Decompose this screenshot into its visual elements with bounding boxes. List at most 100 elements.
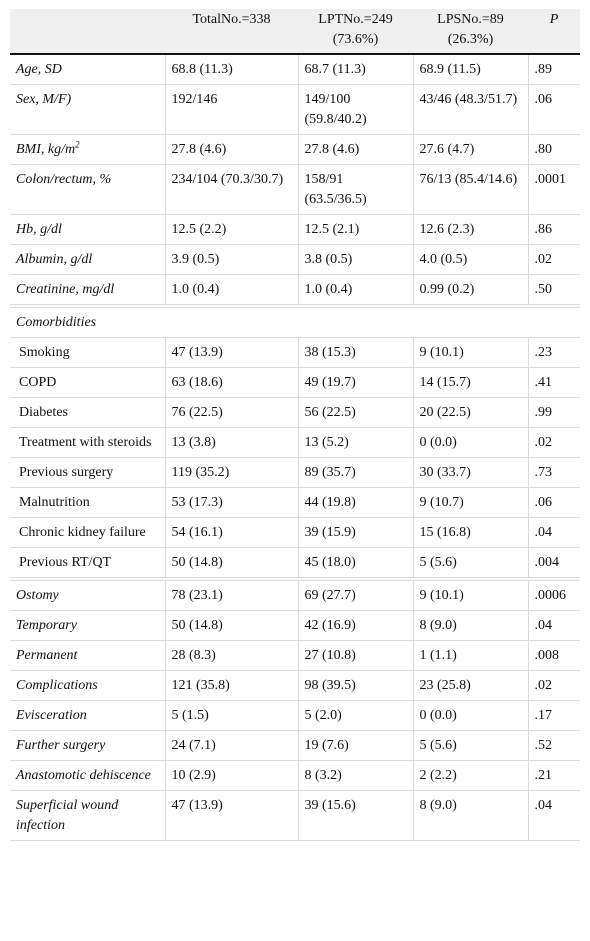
p-value-cell: .89 xyxy=(528,54,580,85)
p-value-cell: .17 xyxy=(528,700,580,731)
row-label-text: Previous RT/QT xyxy=(19,555,112,570)
table-row: Colon/rectum, % 234/104 (70.3/30.7) 158/91… xyxy=(10,164,580,215)
lps-cell: 12.6 (2.3) xyxy=(413,214,529,245)
total-cell: 12.5 (2.2) xyxy=(165,214,299,245)
table-row: Anastomotic dehiscence 10 (2.9) 8 (3.2) 2 (… xyxy=(10,760,580,791)
table-row: BMI, kg/m2 27.8 (4.6) 27.8 (4.6) 27.6 (4.7)… xyxy=(10,134,580,165)
lps-cell: 2 (2.2) xyxy=(413,760,529,791)
header-lpt-label: LPTNo.=249 xyxy=(318,12,393,27)
p-value-cell: .0006 xyxy=(528,580,580,611)
header-lpt: LPTNo.=249 (73.6%) xyxy=(298,9,413,55)
p-value-cell: .04 xyxy=(528,610,580,641)
lps-cell: 23 (25.8) xyxy=(413,670,529,701)
table-row: Albumin, g/dl 3.9 (0.5) 3.8 (0.5) 4.0 (0.5)… xyxy=(10,244,580,275)
row-label: Previous RT/QT xyxy=(10,547,166,578)
lps-cell: 43/46 (48.3/51.7) xyxy=(413,84,529,135)
table-row: Smoking 47 (13.9) 38 (15.3) 9 (10.1) .23 xyxy=(10,337,580,368)
lps-cell: 0.99 (0.2) xyxy=(413,274,529,305)
p-value-cell: .02 xyxy=(528,244,580,275)
total-cell: 192/146 xyxy=(165,84,299,135)
lpt-cell: 13 (5.2) xyxy=(298,427,414,458)
lps-cell: 76/13 (85.4/14.6) xyxy=(413,164,529,215)
table-row: Chronic kidney failure 54 (16.1) 39 (15.9)… xyxy=(10,517,580,548)
spacer-row xyxy=(10,577,580,581)
lpt-cell: 38 (15.3) xyxy=(298,337,414,368)
header-lpt-pct: (73.6%) xyxy=(332,32,379,47)
table-row: Diabetes 76 (22.5) 56 (22.5) 20 (22.5) .99 xyxy=(10,397,580,428)
row-label-text: Previous surgery xyxy=(19,465,114,480)
total-cell: 68.8 (11.3) xyxy=(165,54,299,85)
table-row: Previous RT/QT 50 (14.8) 45 (18.0) 5 (5.6).… xyxy=(10,547,580,578)
p-value-cell: .21 xyxy=(528,760,580,791)
header-row: TotalNo.=338 LPTNo.=249 (73.6%) LPSNo.=89… xyxy=(10,9,580,55)
header-empty xyxy=(10,9,165,55)
row-label: Anastomotic dehiscence xyxy=(10,760,166,791)
row-label-text: Age, SD xyxy=(16,62,62,77)
row-label-text: Albumin, g/dl xyxy=(16,252,93,267)
row-label: Further surgery xyxy=(10,730,166,761)
p-value-cell: .004 xyxy=(528,547,580,578)
table-row: Age, SD 68.8 (11.3) 68.7 (11.3) 68.9 (11.5)… xyxy=(10,54,580,85)
total-cell: 50 (14.8) xyxy=(165,610,299,641)
total-cell: 47 (13.9) xyxy=(165,790,299,841)
lps-cell: 30 (33.7) xyxy=(413,457,529,488)
section-row: Comorbidities xyxy=(10,307,580,338)
row-label-text: Creatinine, mg/dl xyxy=(16,282,115,297)
lpt-cell: 89 (35.7) xyxy=(298,457,414,488)
lps-cell: 8 (9.0) xyxy=(413,610,529,641)
total-cell: 1.0 (0.4) xyxy=(165,274,299,305)
lps-cell: 9 (10.1) xyxy=(413,580,529,611)
row-label-text: Treatment with steroids xyxy=(19,435,152,450)
lpt-cell: 69 (27.7) xyxy=(298,580,414,611)
header-lps-label: LPSNo.=89 xyxy=(437,12,504,27)
total-cell: 78 (23.1) xyxy=(165,580,299,611)
lps-cell: 0 (0.0) xyxy=(413,700,529,731)
row-label: COPD xyxy=(10,367,166,398)
row-label: Creatinine, mg/dl xyxy=(10,274,166,305)
p-value-cell: .02 xyxy=(528,670,580,701)
lpt-cell: 39 (15.6) xyxy=(298,790,414,841)
table-row: Evisceration 5 (1.5) 5 (2.0) 0 (0.0) .17 xyxy=(10,700,580,731)
table-row: Previous surgery 119 (35.2) 89 (35.7) 30 (3… xyxy=(10,457,580,488)
lps-cell: 68.9 (11.5) xyxy=(413,54,529,85)
p-value-cell: .99 xyxy=(528,397,580,428)
row-label-text: Malnutrition xyxy=(19,495,90,510)
row-label-text: Ostomy xyxy=(16,588,59,603)
lpt-cell: 42 (16.9) xyxy=(298,610,414,641)
row-label-text: Further surgery xyxy=(16,738,106,753)
row-label: Chronic kidney failure xyxy=(10,517,166,548)
lpt-cell: 49 (19.7) xyxy=(298,367,414,398)
table-row: Temporary 50 (14.8) 42 (16.9) 8 (9.0) .04 xyxy=(10,610,580,641)
row-label: Smoking xyxy=(10,337,166,368)
row-label-text: Anastomotic dehiscence xyxy=(16,768,151,783)
row-label-text: Complications xyxy=(16,678,98,693)
total-cell: 24 (7.1) xyxy=(165,730,299,761)
table-row: Superficial wound infection 47 (13.9) 39 (… xyxy=(10,790,580,841)
lps-cell: 5 (5.6) xyxy=(413,730,529,761)
row-label: Sex, M/F) xyxy=(10,84,166,135)
p-value-cell: .80 xyxy=(528,134,580,165)
table-row: Treatment with steroids 13 (3.8) 13 (5.2) 0… xyxy=(10,427,580,458)
spacer-cell xyxy=(10,304,580,308)
row-label: Albumin, g/dl xyxy=(10,244,166,275)
row-label-text: BMI, kg/m xyxy=(16,142,76,157)
row-label-text: Superficial wound infection xyxy=(16,798,119,833)
p-value-cell: .52 xyxy=(528,730,580,761)
p-value-cell: .50 xyxy=(528,274,580,305)
p-value-cell: .23 xyxy=(528,337,580,368)
row-label: Evisceration xyxy=(10,700,166,731)
total-cell: 5 (1.5) xyxy=(165,700,299,731)
row-label: Age, SD xyxy=(10,54,166,85)
p-value-cell: .02 xyxy=(528,427,580,458)
lps-cell: 0 (0.0) xyxy=(413,427,529,458)
lpt-cell: 98 (39.5) xyxy=(298,670,414,701)
total-cell: 3.9 (0.5) xyxy=(165,244,299,275)
p-value-cell: .0001 xyxy=(528,164,580,215)
lpt-cell: 12.5 (2.1) xyxy=(298,214,414,245)
table-row: Further surgery 24 (7.1) 19 (7.6) 5 (5.6) .5… xyxy=(10,730,580,761)
lps-cell: 14 (15.7) xyxy=(413,367,529,398)
p-value-cell: .04 xyxy=(528,790,580,841)
row-label-text: Evisceration xyxy=(16,708,87,723)
lps-cell: 4.0 (0.5) xyxy=(413,244,529,275)
row-label-text: Chronic kidney failure xyxy=(19,525,146,540)
